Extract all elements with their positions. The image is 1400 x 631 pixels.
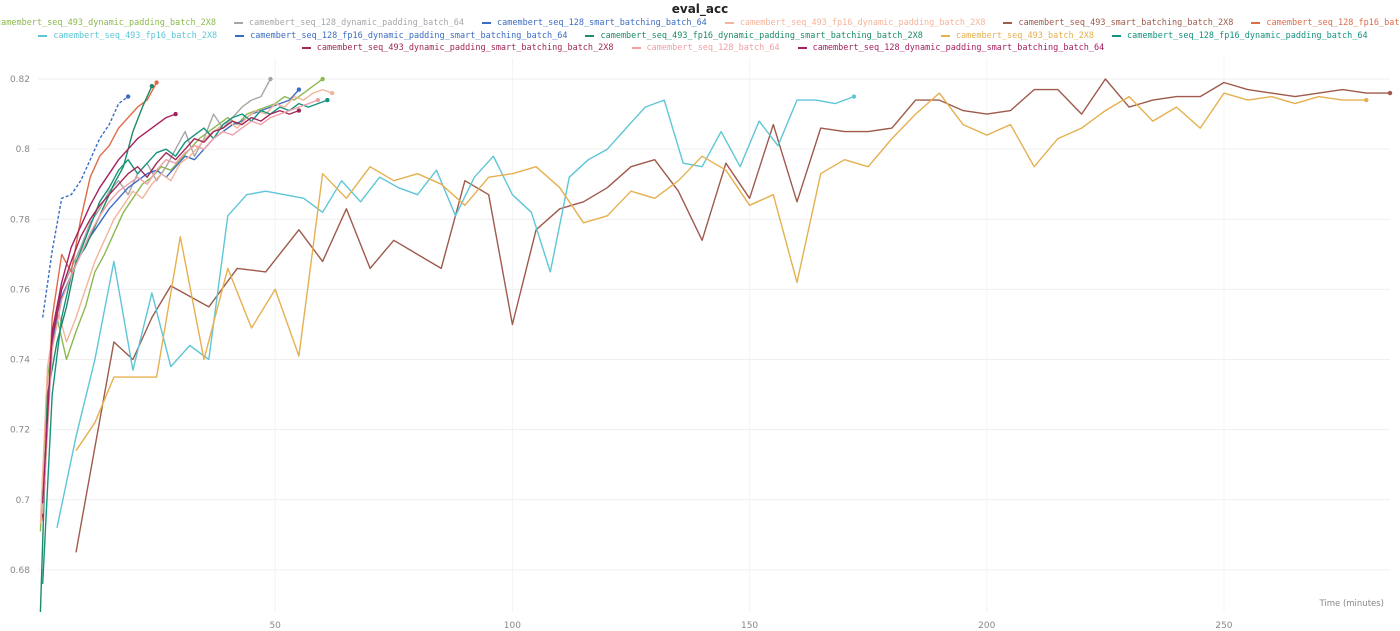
legend-swatch (234, 22, 244, 24)
y-tick-label: 0.78 (10, 215, 30, 225)
series-line-12 (42, 109, 300, 518)
legend-item[interactable]: camembert_seq_128_dynamic_padding_batch_… (234, 17, 464, 29)
legend-item[interactable]: camembert_seq_493_dynamic_padding_batch_… (0, 17, 216, 29)
legend-label: camembert_seq_493_fp16_dynamic_padding_b… (739, 18, 986, 28)
series-lines (39, 76, 1393, 613)
series-endpoint-11 (325, 97, 330, 103)
legend-label: camembert_seq_493_dynamic_padding_smart_… (316, 43, 614, 53)
legend-label: camembert_seq_128_batch_64 (646, 43, 780, 53)
series-endpoint-14 (173, 111, 178, 117)
series-endpoint-12 (296, 108, 302, 113)
axis-ticks: 0.68 0.7 0.72 0.74 0.76 0.78 0.8 0.82 50 100 150 20… (10, 75, 1233, 631)
y-tick-label: 0.72 (10, 426, 30, 436)
legend-item[interactable]: camembert_seq_128_fp16_dynamic_padding_b… (1112, 30, 1368, 42)
legend-item[interactable]: camembert_seq_493_fp16_dynamic_padding_s… (585, 30, 923, 42)
legend-item[interactable]: camembert_seq_128_dynamic_padding_smart_… (797, 42, 1105, 54)
legend-item[interactable]: camembert_seq_128_smart_batching_batch_6… (481, 17, 707, 29)
legend-item[interactable]: camembert_seq_493_fp16_dynamic_padding_b… (724, 17, 986, 29)
y-tick-label: 0.76 (10, 285, 30, 295)
y-tick-label: 0.8 (16, 145, 31, 155)
x-axis-label: Time (minutes) (1318, 599, 1384, 609)
legend-swatch (1003, 22, 1013, 24)
legend-item[interactable]: camembert_seq_493_dynamic_padding_smart_… (301, 42, 614, 54)
legend-item[interactable]: camembert_seq_493_fp16_batch_2X8 (38, 30, 217, 42)
legend: camembert_seq_493_dynamic_padding_batch_… (0, 17, 1400, 55)
series-endpoint-6 (154, 80, 159, 85)
legend-swatch (940, 34, 950, 37)
x-tick-label: 250 (1215, 621, 1232, 631)
series-line-11 (42, 99, 328, 584)
y-tick-label: 0.82 (10, 75, 30, 85)
series-endpoint-2 (268, 76, 273, 82)
series-endpoint-7 (851, 94, 857, 99)
series-endpoint-1 (320, 76, 325, 82)
series-endpoint-5 (1387, 90, 1393, 96)
grid (38, 58, 1390, 612)
series-line-7 (56, 95, 855, 528)
x-tick-label: 150 (741, 621, 758, 631)
legend-swatch (631, 47, 641, 49)
legend-item[interactable]: camembert_seq_493_smart_batching_batch_2… (1003, 17, 1233, 29)
y-tick-label: 0.74 (10, 356, 30, 366)
legend-label: camembert_seq_493_batch_2X8 (955, 30, 1095, 41)
legend-item[interactable]: camembert_seq_128_fp16_dynamic_padding_s… (235, 30, 567, 42)
legend-label: camembert_seq_128_fp16_batch_64 (1266, 18, 1400, 28)
series-line-14 (42, 113, 176, 504)
y-tick-label: 0.7 (16, 496, 30, 506)
legend-label: camembert_seq_128_dynamic_padding_batch_… (249, 18, 464, 28)
series-endpoint-8 (125, 94, 131, 99)
legend-row: camembert_seq_493_dynamic_padding_batch_… (0, 17, 1400, 29)
legend-item[interactable]: camembert_seq_128_batch_64 (631, 42, 780, 54)
legend-swatch (38, 34, 48, 37)
legend-swatch (585, 34, 595, 37)
legend-label: camembert_seq_493_fp16_dynamic_padding_s… (600, 30, 923, 41)
y-tick-label: 0.68 (10, 566, 30, 576)
legend-label: camembert_seq_128_fp16_dynamic_padding_s… (250, 30, 568, 41)
legend-swatch (301, 47, 311, 49)
x-tick-label: 200 (978, 621, 995, 631)
series-endpoint-9 (149, 83, 155, 89)
series-endpoint-13 (315, 97, 321, 103)
legend-label: camembert_seq_128_smart_batching_batch_6… (496, 18, 707, 28)
legend-swatch (1112, 34, 1122, 37)
legend-label: camembert_seq_128_fp16_dynamic_padding_b… (1127, 30, 1368, 41)
legend-item[interactable]: camembert_seq_493_batch_2X8 (940, 30, 1095, 42)
legend-row: camembert_seq_493_fp16_batch_2X8 camember… (8, 30, 1398, 42)
legend-swatch (724, 22, 734, 24)
series-line-8 (42, 96, 129, 318)
series-endpoint-10 (1364, 97, 1369, 103)
series-line-6 (42, 82, 158, 521)
legend-label: camembert_seq_493_smart_batching_batch_2… (1018, 18, 1234, 28)
series-endpoint-4 (329, 90, 335, 96)
series-line-13 (42, 99, 319, 514)
legend-row: camembert_seq_493_dynamic_padding_smart_… (8, 42, 1398, 54)
legend-label: camembert_seq_128_dynamic_padding_smart_… (812, 43, 1105, 53)
legend-swatch (1251, 22, 1261, 24)
series-line-9 (39, 85, 153, 613)
series-line-4 (39, 88, 333, 525)
legend-swatch (797, 47, 807, 49)
legend-swatch (481, 22, 491, 24)
series-line-10 (75, 92, 1367, 452)
chart-title: eval_acc (671, 2, 729, 16)
legend-label: camembert_seq_493_dynamic_padding_batch_… (0, 18, 217, 28)
series-line-5 (75, 78, 1390, 553)
x-tick-label: 50 (269, 621, 281, 631)
x-tick-label: 100 (504, 621, 521, 631)
legend-swatch (235, 34, 245, 37)
legend-item[interactable]: camembert_seq_128_fp16_batch_64 (1251, 17, 1400, 29)
legend-label: camembert_seq_493_fp16_batch_2X8 (53, 30, 218, 41)
series-endpoint-3 (296, 87, 302, 92)
